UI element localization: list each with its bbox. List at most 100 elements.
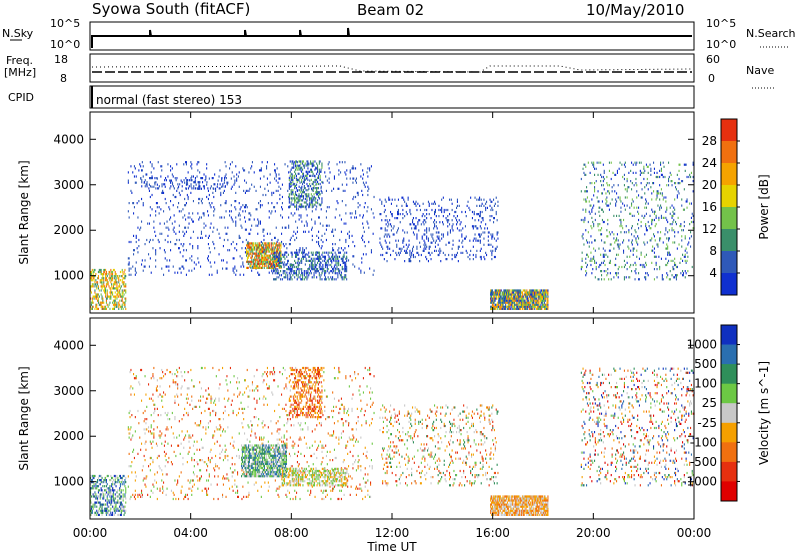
data-cell xyxy=(293,165,294,167)
data-cell xyxy=(362,239,363,241)
data-cell xyxy=(678,231,679,233)
data-cell xyxy=(274,206,275,208)
data-cell xyxy=(313,189,314,191)
data-cell xyxy=(590,252,591,254)
data-cell xyxy=(155,266,156,268)
data-cell xyxy=(438,209,439,211)
colorbar-swatch xyxy=(721,163,737,185)
data-cell xyxy=(306,199,307,201)
data-cell xyxy=(121,481,122,483)
data-cell xyxy=(279,256,280,258)
data-cell xyxy=(348,259,349,261)
data-cell xyxy=(123,499,124,501)
data-cell xyxy=(213,210,214,212)
data-cell xyxy=(413,246,414,248)
data-cell xyxy=(177,206,178,208)
data-cell xyxy=(244,216,245,218)
data-cell xyxy=(258,261,259,263)
data-cell xyxy=(171,180,172,182)
data-cell xyxy=(107,502,108,504)
data-cell xyxy=(659,266,660,268)
data-cell xyxy=(128,428,129,430)
data-cell xyxy=(217,270,218,272)
data-cell xyxy=(247,206,248,208)
data-cell xyxy=(102,489,103,491)
data-cell xyxy=(474,213,475,215)
data-cell xyxy=(634,215,635,217)
data-cell xyxy=(358,192,359,194)
data-cell xyxy=(345,241,346,243)
data-cell xyxy=(278,272,279,274)
data-cell xyxy=(622,241,623,243)
data-cell xyxy=(112,483,113,485)
data-cell xyxy=(234,182,235,184)
data-cell xyxy=(691,235,692,237)
data-cell xyxy=(681,235,682,237)
data-cell xyxy=(668,184,669,186)
data-cell xyxy=(340,171,341,173)
data-cell xyxy=(124,302,125,304)
data-cell xyxy=(224,190,225,192)
data-cell xyxy=(402,229,403,231)
data-cell xyxy=(313,258,314,260)
data-cell xyxy=(340,252,341,254)
data-cell xyxy=(366,182,367,184)
data-cell xyxy=(613,237,614,239)
data-cell xyxy=(528,300,529,302)
data-cell xyxy=(617,172,618,174)
data-cell xyxy=(668,162,669,164)
data-cell xyxy=(394,258,395,260)
data-cell xyxy=(155,259,156,261)
data-cell xyxy=(124,510,125,512)
data-cell xyxy=(312,227,313,229)
data-cell xyxy=(621,266,622,268)
data-cell xyxy=(593,166,594,168)
data-cell xyxy=(662,276,663,278)
data-cell xyxy=(292,197,293,199)
data-cell xyxy=(593,256,594,258)
data-cell xyxy=(161,268,162,270)
data-cell xyxy=(277,270,278,272)
data-cell xyxy=(675,221,676,223)
data-cell xyxy=(667,274,668,276)
data-cell xyxy=(452,254,453,256)
data-cell xyxy=(188,227,189,229)
data-cell xyxy=(638,213,639,215)
data-cell xyxy=(263,239,264,241)
data-cell xyxy=(300,182,301,184)
data-cell xyxy=(289,199,290,201)
data-cell xyxy=(426,227,427,229)
data-cell xyxy=(139,494,140,496)
data-cell xyxy=(345,262,346,264)
data-cell xyxy=(145,243,146,245)
data-cell xyxy=(343,262,344,264)
data-cell xyxy=(438,205,439,207)
data-cell xyxy=(317,202,318,204)
data-cell xyxy=(424,219,425,221)
data-cell xyxy=(591,182,592,184)
data-cell xyxy=(494,302,495,304)
data-cell xyxy=(220,183,221,185)
data-cell xyxy=(165,177,166,179)
data-cell xyxy=(492,233,493,235)
data-cell xyxy=(299,270,300,272)
data-cell xyxy=(536,298,537,300)
data-cell xyxy=(269,216,270,218)
data-cell xyxy=(252,251,253,253)
data-cell xyxy=(184,214,185,216)
data-cell xyxy=(260,204,261,206)
data-cell xyxy=(144,181,145,183)
data-cell xyxy=(123,489,124,491)
data-cell xyxy=(674,213,675,215)
colorbar-tick-label: 8 xyxy=(709,244,717,258)
data-cell xyxy=(628,239,629,241)
data-cell xyxy=(431,252,432,254)
data-cell xyxy=(585,229,586,231)
data-cell xyxy=(152,177,153,179)
data-cell xyxy=(646,200,647,202)
data-cell xyxy=(190,192,191,194)
data-cell xyxy=(424,229,425,231)
data-cell xyxy=(669,252,670,254)
data-cell xyxy=(604,254,605,256)
data-cell xyxy=(94,281,95,283)
